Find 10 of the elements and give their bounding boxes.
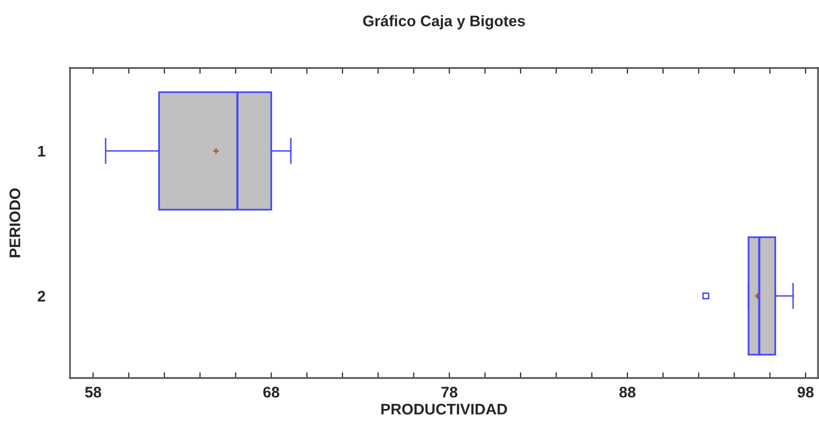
x-tick-label: 58	[85, 386, 102, 398]
x-axis-title: PRODUCTIVIDAD	[381, 404, 508, 415]
y-tick-label: 2	[38, 290, 46, 302]
y-axis-title: PERIODO	[9, 188, 20, 258]
x-tick-label: 78	[442, 386, 458, 398]
x-tick-label: 98	[798, 386, 814, 398]
x-tick-label: 68	[263, 386, 280, 398]
y-tick-label: 1	[38, 146, 46, 156]
x-tick-label: 88	[619, 386, 636, 398]
chart-title: Gráfico Caja y Bigotes	[363, 15, 525, 30]
